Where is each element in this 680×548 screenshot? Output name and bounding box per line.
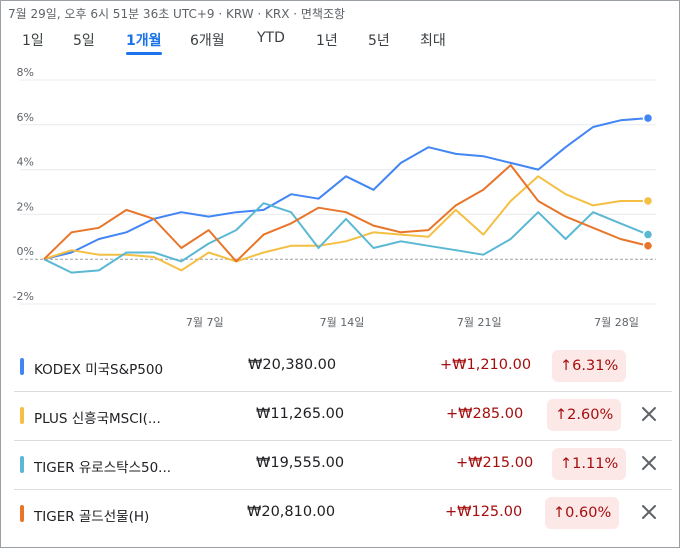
security-name: KODEX 미국S&P500 — [34, 362, 164, 378]
percent-change-badge: ↑2.60% — [547, 399, 622, 431]
security-price: ₩20,810.00 — [247, 504, 336, 520]
series-end-point — [642, 240, 654, 252]
x-tick-label: 7월 28일 — [594, 315, 639, 329]
series-line — [43, 117, 649, 261]
security-name: TIGER 유로스탁스50... — [34, 460, 172, 476]
arrow-up-icon: ↑ — [560, 456, 573, 472]
tab-1d[interactable]: 1일 — [22, 33, 44, 49]
divider — [14, 489, 672, 490]
divider — [14, 391, 672, 392]
series-end-point — [642, 195, 654, 207]
series-color-swatch — [20, 358, 24, 375]
series-line — [43, 175, 648, 272]
close-icon[interactable] — [638, 501, 660, 523]
tab-6m[interactable]: 6개월 — [190, 33, 225, 49]
y-tick-label: -2% — [13, 290, 34, 303]
y-axis-ticks: 8% 6% 4% 2% 0% -2% — [13, 66, 34, 303]
price-change: +₩1,210.00 — [440, 357, 532, 373]
x-tick-label: 7월 21일 — [457, 315, 502, 329]
x-axis-ticks: 7월 7일 7월 14일 7월 21일 7월 28일 — [186, 315, 639, 329]
security-price: ₩19,555.00 — [256, 455, 345, 471]
chart-grid — [20, 79, 656, 305]
series-color-swatch — [20, 407, 24, 424]
series-color-swatch — [20, 505, 24, 522]
tab-5d[interactable]: 5일 — [73, 33, 95, 49]
series-line — [43, 164, 649, 263]
percent-change-badge: ↑6.31% — [552, 350, 627, 382]
list-item[interactable]: TIGER 유로스탁스50... ₩19,555.00 +₩215.00 ↑1.… — [0, 440, 680, 489]
security-name: TIGER 골드선물(H) — [34, 509, 150, 525]
price-change: +₩285.00 — [446, 406, 524, 422]
series-end-point — [642, 112, 654, 124]
security-price: ₩11,265.00 — [256, 406, 345, 422]
close-icon[interactable] — [638, 403, 660, 425]
tab-1m[interactable]: 1개월 — [126, 30, 162, 55]
tab-1y[interactable]: 1년 — [316, 33, 338, 49]
percent-change-badge: ↑0.60% — [545, 497, 620, 529]
percent-change-value: 1.11% — [572, 456, 619, 472]
close-icon[interactable] — [638, 452, 660, 474]
tab-max[interactable]: 최대 — [420, 33, 446, 49]
y-tick-label: 4% — [17, 156, 34, 169]
comparison-chart: 8% 6% 4% 2% 0% -2% 7월 7일 7월 14일 7월 21일 7월 28일 — [13, 66, 656, 329]
y-tick-label: 2% — [17, 200, 34, 213]
percent-change-badge: ↑1.11% — [552, 448, 627, 480]
y-tick-label: 6% — [17, 111, 34, 124]
chart-series — [43, 112, 654, 274]
x-tick-label: 7월 14일 — [320, 315, 365, 329]
percent-change-value: 0.60% — [565, 505, 612, 521]
percent-change-value: 2.60% — [567, 407, 614, 423]
arrow-up-icon: ↑ — [553, 505, 566, 521]
list-item[interactable]: PLUS 신흥국MSCI(... ₩11,265.00 +₩285.00 ↑2.… — [0, 391, 680, 440]
list-item[interactable]: TIGER 골드선물(H) ₩20,810.00 +₩125.00 ↑0.60% — [0, 489, 680, 538]
tab-5y[interactable]: 5년 — [368, 33, 390, 49]
timestamp-header: 7월 29일, 오후 6시 51분 36초 UTC+9 · KRW · KRX … — [8, 7, 346, 21]
price-change: +₩125.00 — [445, 504, 523, 520]
divider — [14, 440, 672, 441]
series-end-point — [642, 229, 654, 240]
series-line — [43, 202, 649, 274]
percent-change-value: 6.31% — [572, 358, 619, 374]
arrow-up-icon: ↑ — [560, 358, 573, 374]
series-color-swatch — [20, 456, 24, 473]
arrow-up-icon: ↑ — [555, 407, 568, 423]
security-name: PLUS 신흥국MSCI(... — [34, 411, 161, 427]
tab-ytd[interactable]: YTD — [257, 30, 285, 46]
price-change: +₩215.00 — [456, 455, 534, 471]
security-price: ₩20,380.00 — [248, 357, 337, 373]
list-item[interactable]: KODEX 미국S&P500 ₩20,380.00 +₩1,210.00 ↑6.… — [0, 342, 680, 391]
y-tick-label: 8% — [17, 66, 34, 79]
x-tick-label: 7월 7일 — [186, 315, 224, 329]
range-tabs: 1일 5일 1개월 6개월 YTD 1년 5년 최대 — [0, 30, 680, 56]
y-tick-label: 0% — [17, 245, 34, 258]
